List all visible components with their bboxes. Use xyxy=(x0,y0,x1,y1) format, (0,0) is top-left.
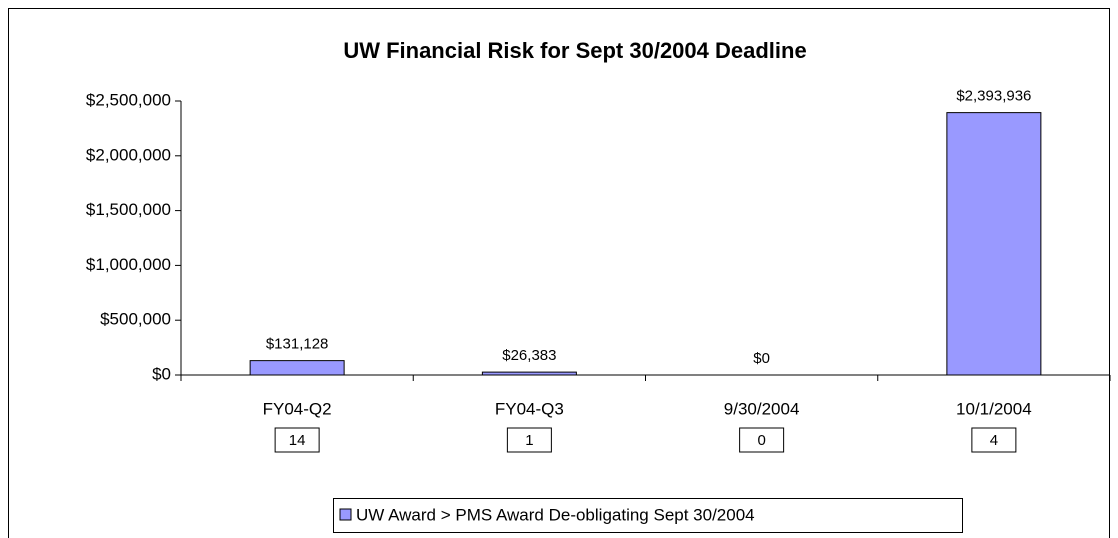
count-label: 4 xyxy=(990,432,998,449)
y-tick-label: $2,500,000 xyxy=(86,90,171,109)
legend-label: UW Award > PMS Award De-obligating Sept … xyxy=(356,505,755,524)
count-box xyxy=(739,427,785,453)
value-label: $0 xyxy=(753,350,770,367)
chart-title: UW Financial Risk for Sept 30/2004 Deadl… xyxy=(343,38,806,63)
bar xyxy=(481,371,577,376)
y-tick-label: $2,000,000 xyxy=(86,145,171,164)
y-tick-label: $500,000 xyxy=(100,310,171,329)
legend-swatch xyxy=(339,508,352,521)
x-tick-label: FY04-Q2 xyxy=(263,399,332,418)
x-tick-label: 10/1/2004 xyxy=(956,399,1032,418)
value-label: $2,393,936 xyxy=(956,88,1031,105)
legend-box xyxy=(333,498,963,533)
count-box xyxy=(506,427,552,453)
bar xyxy=(249,360,345,376)
x-tick-label: 9/30/2004 xyxy=(724,399,800,418)
value-label: $26,383 xyxy=(502,347,556,364)
y-tick-label: $1,500,000 xyxy=(86,200,171,219)
bar xyxy=(946,112,1042,376)
count-label: 0 xyxy=(757,432,765,449)
x-tick-label: FY04-Q3 xyxy=(495,399,564,418)
value-label: $131,128 xyxy=(266,336,329,353)
chart-border xyxy=(8,8,1110,538)
count-box xyxy=(274,427,320,453)
y-tick-label: $1,000,000 xyxy=(86,255,171,274)
count-box xyxy=(971,427,1017,453)
count-label: 14 xyxy=(289,432,306,449)
count-label: 1 xyxy=(525,432,533,449)
y-tick-label: $0 xyxy=(152,364,171,383)
